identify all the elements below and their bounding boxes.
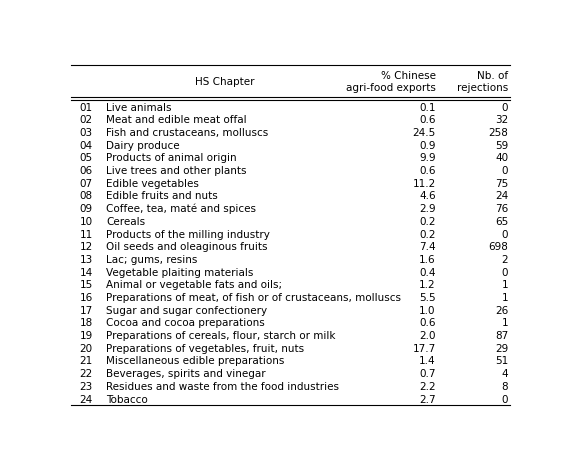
- Text: 23: 23: [79, 381, 93, 391]
- Text: 21: 21: [79, 356, 93, 366]
- Text: % Chinese
agri-food exports: % Chinese agri-food exports: [346, 70, 435, 93]
- Text: 0.7: 0.7: [419, 368, 435, 378]
- Text: Miscellaneous edible preparations: Miscellaneous edible preparations: [106, 356, 285, 366]
- Text: 1.6: 1.6: [419, 254, 435, 264]
- Text: Live trees and other plants: Live trees and other plants: [106, 166, 247, 176]
- Text: Dairy produce: Dairy produce: [106, 140, 180, 151]
- Text: 4.6: 4.6: [419, 191, 435, 201]
- Text: 1: 1: [501, 292, 508, 302]
- Text: 12: 12: [79, 242, 93, 252]
- Text: Edible vegetables: Edible vegetables: [106, 179, 199, 188]
- Text: 4: 4: [501, 368, 508, 378]
- Text: 10: 10: [79, 216, 93, 226]
- Text: 1.0: 1.0: [419, 305, 435, 315]
- Text: 17.7: 17.7: [412, 343, 435, 353]
- Text: Sugar and sugar confectionery: Sugar and sugar confectionery: [106, 305, 267, 315]
- Text: 26: 26: [495, 305, 508, 315]
- Text: 75: 75: [495, 179, 508, 188]
- Text: 0.6: 0.6: [419, 166, 435, 176]
- Text: 0: 0: [502, 267, 508, 277]
- Text: Products of the milling industry: Products of the milling industry: [106, 229, 270, 239]
- Text: Preparations of meat, of fish or of crustaceans, molluscs: Preparations of meat, of fish or of crus…: [106, 292, 401, 302]
- Text: 16: 16: [79, 292, 93, 302]
- Text: 13: 13: [79, 254, 93, 264]
- Text: 32: 32: [495, 115, 508, 125]
- Text: Products of animal origin: Products of animal origin: [106, 153, 236, 163]
- Text: 76: 76: [495, 204, 508, 213]
- Text: 17: 17: [79, 305, 93, 315]
- Text: 1.2: 1.2: [419, 280, 435, 290]
- Text: 0: 0: [502, 394, 508, 403]
- Text: Nb. of
rejections: Nb. of rejections: [457, 70, 508, 93]
- Text: 258: 258: [488, 128, 508, 138]
- Text: 19: 19: [79, 330, 93, 340]
- Text: Lac; gums, resins: Lac; gums, resins: [106, 254, 197, 264]
- Text: 1: 1: [501, 280, 508, 290]
- Text: 20: 20: [79, 343, 93, 353]
- Text: 65: 65: [495, 216, 508, 226]
- Text: 2: 2: [501, 254, 508, 264]
- Text: 0: 0: [502, 229, 508, 239]
- Text: 698: 698: [488, 242, 508, 252]
- Text: Cereals: Cereals: [106, 216, 145, 226]
- Text: 51: 51: [495, 356, 508, 366]
- Text: 2.2: 2.2: [419, 381, 435, 391]
- Text: 1: 1: [501, 318, 508, 328]
- Text: 87: 87: [495, 330, 508, 340]
- Text: Preparations of cereals, flour, starch or milk: Preparations of cereals, flour, starch o…: [106, 330, 336, 340]
- Text: 0.2: 0.2: [419, 229, 435, 239]
- Text: 24: 24: [495, 191, 508, 201]
- Text: Vegetable plaiting materials: Vegetable plaiting materials: [106, 267, 253, 277]
- Text: 1.4: 1.4: [419, 356, 435, 366]
- Text: Cocoa and cocoa preparations: Cocoa and cocoa preparations: [106, 318, 265, 328]
- Text: 01: 01: [79, 102, 93, 112]
- Text: 0.9: 0.9: [419, 140, 435, 151]
- Text: Oil seeds and oleaginous fruits: Oil seeds and oleaginous fruits: [106, 242, 268, 252]
- Text: Beverages, spirits and vinegar: Beverages, spirits and vinegar: [106, 368, 266, 378]
- Text: Animal or vegetable fats and oils;: Animal or vegetable fats and oils;: [106, 280, 282, 290]
- Text: Live animals: Live animals: [106, 102, 172, 112]
- Text: 11.2: 11.2: [412, 179, 435, 188]
- Text: 2.0: 2.0: [419, 330, 435, 340]
- Text: 14: 14: [79, 267, 93, 277]
- Text: 15: 15: [79, 280, 93, 290]
- Text: 24: 24: [79, 394, 93, 403]
- Text: 0: 0: [502, 102, 508, 112]
- Text: 18: 18: [79, 318, 93, 328]
- Text: 24.5: 24.5: [412, 128, 435, 138]
- Text: 9.9: 9.9: [419, 153, 435, 163]
- Text: 0: 0: [502, 166, 508, 176]
- Text: 59: 59: [495, 140, 508, 151]
- Text: 05: 05: [79, 153, 93, 163]
- Text: 0.6: 0.6: [419, 318, 435, 328]
- Text: 8: 8: [501, 381, 508, 391]
- Text: Fish and crustaceans, molluscs: Fish and crustaceans, molluscs: [106, 128, 268, 138]
- Text: 5.5: 5.5: [419, 292, 435, 302]
- Text: 02: 02: [79, 115, 93, 125]
- Text: 08: 08: [79, 191, 93, 201]
- Text: Edible fruits and nuts: Edible fruits and nuts: [106, 191, 218, 201]
- Text: 22: 22: [79, 368, 93, 378]
- Text: 09: 09: [79, 204, 93, 213]
- Text: 0.6: 0.6: [419, 115, 435, 125]
- Text: Tobacco: Tobacco: [106, 394, 148, 403]
- Text: 7.4: 7.4: [419, 242, 435, 252]
- Text: 07: 07: [79, 179, 93, 188]
- Text: 03: 03: [79, 128, 93, 138]
- Text: 29: 29: [495, 343, 508, 353]
- Text: Meat and edible meat offal: Meat and edible meat offal: [106, 115, 247, 125]
- Text: 11: 11: [79, 229, 93, 239]
- Text: 0.1: 0.1: [419, 102, 435, 112]
- Text: 06: 06: [79, 166, 93, 176]
- Text: 2.9: 2.9: [419, 204, 435, 213]
- Text: 0.4: 0.4: [419, 267, 435, 277]
- Text: Preparations of vegetables, fruit, nuts: Preparations of vegetables, fruit, nuts: [106, 343, 304, 353]
- Text: 0.2: 0.2: [419, 216, 435, 226]
- Text: 04: 04: [79, 140, 93, 151]
- Text: 2.7: 2.7: [419, 394, 435, 403]
- Text: 40: 40: [495, 153, 508, 163]
- Text: Coffee, tea, maté and spices: Coffee, tea, maté and spices: [106, 203, 256, 214]
- Text: Residues and waste from the food industries: Residues and waste from the food industr…: [106, 381, 339, 391]
- Text: HS Chapter: HS Chapter: [195, 77, 255, 87]
